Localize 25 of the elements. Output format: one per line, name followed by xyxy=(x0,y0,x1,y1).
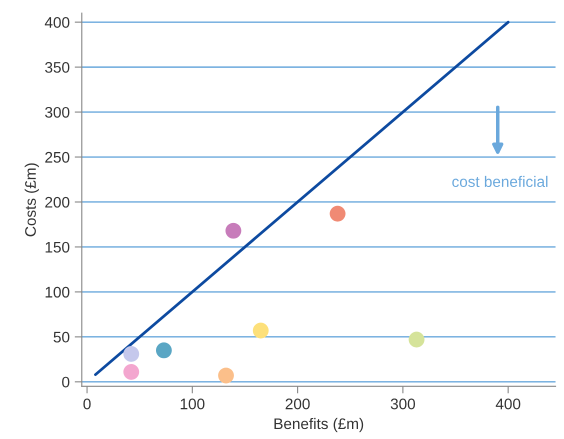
x-tick-label: 300 xyxy=(390,398,416,410)
x-axis-title: Benefits (£m) xyxy=(274,418,364,432)
y-tick-label: 400 xyxy=(44,17,70,28)
point xyxy=(252,322,269,338)
point xyxy=(225,222,242,239)
y-axis-title: Costs (£m) xyxy=(24,163,39,236)
y-tick-label: 100 xyxy=(46,286,70,298)
point xyxy=(156,342,172,358)
x-tick-label: 200 xyxy=(286,398,310,410)
x-tick-label: 100 xyxy=(180,398,204,410)
x-tick-label: 0 xyxy=(83,398,91,410)
x-tick-label: 400 xyxy=(496,398,520,410)
point xyxy=(123,364,140,380)
y-tick-label: 350 xyxy=(45,62,70,73)
y-tick-label: 50 xyxy=(54,332,70,343)
y-tick-label: 0 xyxy=(62,376,70,388)
annotation: cost beneficial xyxy=(452,176,548,188)
point xyxy=(330,206,346,222)
y-tick-label: 150 xyxy=(46,242,70,253)
point xyxy=(123,346,140,362)
y-tick-label: 200 xyxy=(45,196,70,208)
point xyxy=(218,368,234,384)
y-tick-label: 250 xyxy=(45,152,70,163)
point xyxy=(408,332,424,348)
y-tick-label: 300 xyxy=(45,106,70,118)
